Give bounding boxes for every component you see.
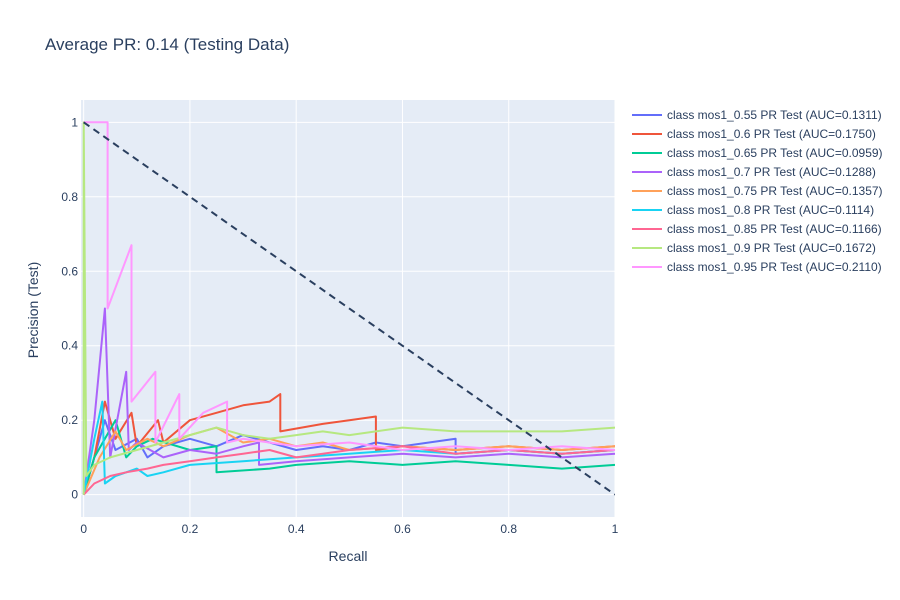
legend-item[interactable]: class mos1_0.95 PR Test (AUC=0.2110) [632,260,882,274]
legend-label: class mos1_0.65 PR Test (AUC=0.0959) [667,146,883,160]
x-tick-label: 1 [612,522,619,536]
legend-label: class mos1_0.95 PR Test (AUC=0.2110) [667,260,882,274]
x-tick-label: 0.6 [394,522,411,536]
y-tick-label: 0.8 [61,190,78,204]
legend-item[interactable]: class mos1_0.75 PR Test (AUC=0.1357) [632,184,883,198]
legend-label: class mos1_0.8 PR Test (AUC=0.1114) [667,203,874,217]
y-tick-label: 0.6 [61,264,78,278]
chart-title: Average PR: 0.14 (Testing Data) [45,35,289,54]
y-tick-label: 0.4 [61,339,78,353]
y-tick-label: 1 [71,115,78,129]
y-axis-title: Precision (Test) [25,262,41,358]
series-line-9 [83,121,615,451]
legend-label: class mos1_0.55 PR Test (AUC=0.1311) [667,108,882,122]
legend-label: class mos1_0.6 PR Test (AUC=0.1750) [667,127,876,141]
series-line-8 [82,121,615,495]
y-tick-label: 0.2 [61,413,78,427]
series-line-4 [82,307,615,495]
legend: class mos1_0.55 PR Test (AUC=0.1311) clas… [632,108,883,274]
x-axis-title: Recall [329,548,368,564]
x-tick-label: 0 [80,522,87,536]
series-line-7 [82,445,615,496]
legend-label: class mos1_0.7 PR Test (AUC=0.1288) [667,165,876,179]
legend-item[interactable]: class mos1_0.8 PR Test (AUC=0.1114) [632,203,874,217]
legend-item[interactable]: class mos1_0.9 PR Test (AUC=0.1672) [632,241,876,255]
legend-item[interactable]: class mos1_0.7 PR Test (AUC=0.1288) [632,165,876,179]
y-tick-label: 0 [71,488,78,502]
reference-diagonal-line [83,121,615,496]
legend-item[interactable]: class mos1_0.65 PR Test (AUC=0.0959) [632,146,883,160]
x-tick-label: 0.2 [182,522,199,536]
series-layer [82,121,615,496]
legend-label: class mos1_0.85 PR Test (AUC=0.1166) [667,222,882,236]
legend-label: class mos1_0.9 PR Test (AUC=0.1672) [667,241,876,255]
legend-item[interactable]: class mos1_0.55 PR Test (AUC=0.1311) [632,108,882,122]
series-line-3 [82,419,615,495]
x-tick-label: 0.8 [500,522,517,536]
legend-item[interactable]: class mos1_0.85 PR Test (AUC=0.1166) [632,222,882,236]
legend-item[interactable]: class mos1_0.6 PR Test (AUC=0.1750) [632,127,876,141]
plot-area: 0 0.2 0.4 0.6 0.8 1 0 0.2 0.4 0.6 0.8 1 [61,100,619,536]
legend-label: class mos1_0.75 PR Test (AUC=0.1357) [667,184,883,198]
x-tick-label: 0.4 [288,522,305,536]
